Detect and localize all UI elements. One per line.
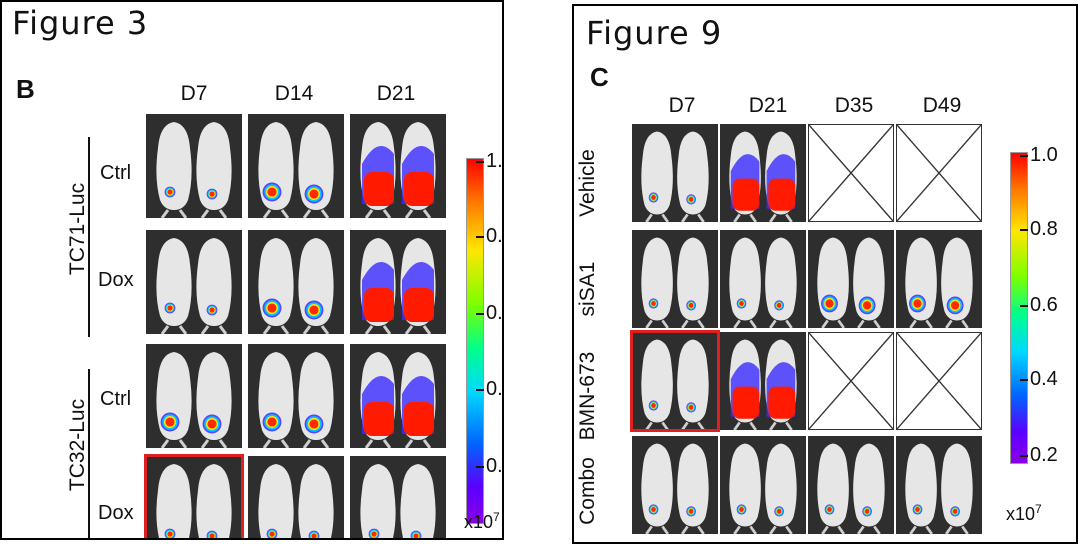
imaging-thumbnail (146, 344, 242, 448)
row-label: BMN-673 (576, 351, 599, 441)
column-header: D21 (376, 82, 416, 105)
imaging-thumbnail (720, 436, 806, 534)
colorbar-tick: 0.2 (1020, 444, 1058, 466)
imaging-thumbnail (146, 114, 242, 218)
figure-3-panel: Figure 3 B D7 D14 D21 TC71-Luc TC32-Luc … (0, 0, 504, 540)
imaging-thumbnail (248, 114, 344, 218)
column-header: D7 (180, 82, 208, 105)
imaging-thumbnail (632, 124, 718, 222)
imaging-thumbnail (720, 124, 806, 222)
group-bracket (88, 369, 90, 538)
colorbar-tick: 0.4 (476, 378, 502, 401)
imaging-thumbnail (896, 230, 982, 328)
imaging-thumbnail (248, 230, 344, 334)
colorbar-tick: 0.6 (476, 302, 502, 325)
colorbar-tick: 0.6 (1020, 294, 1058, 316)
colorbar (466, 158, 484, 524)
row-label: Ctrl (100, 162, 132, 184)
column-header: D14 (274, 82, 314, 105)
imaging-thumbnail (350, 114, 446, 218)
group-bracket (88, 137, 90, 337)
panel-letter: B (16, 74, 35, 104)
colorbar-tick: 0.2 (476, 455, 502, 478)
colorbar-unit: x107 (464, 510, 500, 532)
figure-9-panel: Figure 9 C D7 D21 D35 D49 Vehicle siSA1 … (572, 4, 1078, 544)
colorbar-tick: 0.4 (1020, 368, 1058, 390)
column-header: D49 (922, 94, 962, 117)
imaging-thumbnail (146, 230, 242, 334)
imaging-thumbnail (808, 230, 894, 328)
imaging-thumbnail (248, 456, 344, 538)
imaging-thumbnail (896, 436, 982, 534)
figure-title: Figure 3 (12, 4, 149, 42)
row-label: Dox (98, 502, 134, 524)
imaging-thumbnail (720, 230, 806, 328)
colorbar-tick: 0.8 (1020, 218, 1058, 240)
empty-crossed-cell (808, 124, 894, 222)
imaging-thumbnail (632, 436, 718, 534)
empty-crossed-cell (896, 124, 982, 222)
column-header: D21 (748, 94, 788, 117)
imaging-thumbnail (350, 344, 446, 448)
empty-crossed-cell (896, 332, 982, 430)
panel-letter: C (590, 62, 609, 92)
imaging-thumbnail (630, 330, 720, 432)
colorbar-tick: 1.0 (476, 150, 502, 173)
colorbar-tick: 0.8 (476, 225, 502, 248)
row-label: Dox (98, 269, 134, 291)
colorbar-tick: 1.0 (1020, 144, 1058, 166)
imaging-thumbnail (350, 230, 446, 334)
column-header: D35 (834, 94, 874, 117)
imaging-thumbnail (350, 456, 446, 538)
empty-crossed-cell (808, 332, 894, 430)
colorbar (1010, 152, 1028, 464)
row-label: siSA1 (576, 261, 599, 317)
imaging-thumbnail (808, 436, 894, 534)
row-label: Vehicle (576, 149, 599, 217)
imaging-thumbnail (144, 454, 244, 538)
imaging-thumbnail (248, 344, 344, 448)
figure-title: Figure 9 (586, 14, 723, 52)
imaging-thumbnail (720, 332, 806, 430)
imaging-thumbnail (632, 230, 718, 328)
row-label: Ctrl (100, 388, 132, 410)
colorbar-unit: x107 (1006, 502, 1042, 524)
column-header: D7 (668, 94, 696, 117)
